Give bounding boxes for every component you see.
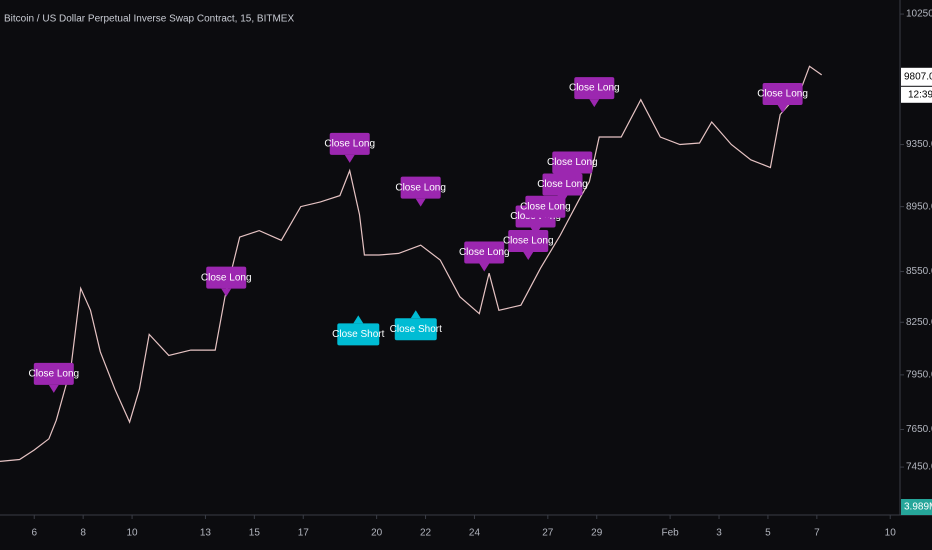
marker-label: Close Long [569,83,620,94]
signal-marker: Close Short [390,310,442,341]
marker-label: Close Long [547,157,598,168]
x-tick-label: 10 [127,528,139,539]
marker-arrow [557,195,568,204]
signal-marker: Close Long [569,77,620,108]
x-tick-label: 10 [885,528,897,539]
countdown-label: 12:39 [908,89,932,100]
x-tick-label: 6 [31,528,37,539]
marker-label: Close Short [390,324,442,335]
y-tick-label: 8250.0 [906,317,932,328]
y-tick-label: 8550.0 [906,266,932,277]
volume-label: 3.989M [904,502,932,513]
marker-arrow [410,310,421,319]
marker-label: Close Long [395,182,446,193]
marker-box [552,151,593,174]
marker-arrow [777,105,788,114]
volume-box [901,499,932,515]
x-tick-label: 5 [765,528,771,539]
marker-box [329,132,370,155]
countdown-box [901,86,932,103]
y-tick-label: 7950.0 [906,370,932,381]
signal-marker: Close Long [459,241,510,272]
marker-box [508,229,549,252]
signal-marker: Close Long [29,362,80,393]
x-tick-label: 17 [298,528,310,539]
x-tick-label: 3 [716,528,722,539]
marker-label: Close Long [503,236,554,247]
x-tick-label: 20 [371,528,383,539]
signal-marker: Close Long [395,176,446,207]
signal-marker: Close Long [503,229,554,260]
marker-box [33,362,74,385]
signal-marker: Close Long [324,132,375,163]
marker-label: Close Long [537,179,588,190]
marker-label: Close Long [459,247,510,258]
x-tick-label: 7 [814,528,820,539]
marker-label: Close Long [29,368,80,379]
marker-box [464,241,505,264]
x-tick-label: 27 [542,528,554,539]
signal-marker: Close Short [332,315,385,346]
marker-box [206,266,247,289]
chart-title: Bitcoin / US Dollar Perpetual Inverse Sw… [4,14,294,25]
marker-arrow [523,251,534,260]
marker-arrow [567,173,578,182]
marker-label: Close Long [201,272,252,283]
price-line [0,65,823,462]
marker-arrow [415,198,426,207]
y-tick-label: 7650.0 [906,424,932,435]
last-price-label: 9807.0 [904,71,932,82]
x-tick-label: 8 [80,528,86,539]
marker-label: Close Long [324,139,375,150]
marker-arrow [344,154,355,163]
x-tick-label: 29 [591,528,603,539]
y-tick-label: 8950.0 [906,201,932,212]
y-tick-label: 7450.0 [906,462,932,473]
marker-arrow [540,217,551,226]
y-tick-label: 9350.0 [906,139,932,150]
signal-marker: Close Long [547,151,598,182]
marker-label: Close Long [757,89,808,100]
x-tick-label: 22 [420,528,432,539]
x-tick-label: 24 [469,528,481,539]
marker-box [762,83,803,106]
marker-box [400,176,441,199]
x-tick-label: 15 [249,528,261,539]
marker-arrow [479,263,490,272]
marker-arrow [48,384,59,393]
marker-box [525,195,566,218]
marker-arrow [221,288,232,297]
x-tick-label: Feb [661,528,679,539]
marker-box [337,323,380,346]
y-tick-label: 10250.0 [906,9,932,20]
signal-marker: Close Long [757,83,808,114]
x-tick-label: 13 [200,528,212,539]
last-price-box [901,67,932,86]
marker-arrow [530,227,541,236]
marker-arrow [589,99,600,108]
marker-label: Close Short [332,329,384,340]
marker-box [394,318,437,341]
marker-arrow [353,315,364,324]
marker-label: Close Long [520,201,571,212]
signal-marker: Close Long [201,266,252,297]
marker-box [574,77,615,100]
signal-marker: Close Long [520,195,571,226]
